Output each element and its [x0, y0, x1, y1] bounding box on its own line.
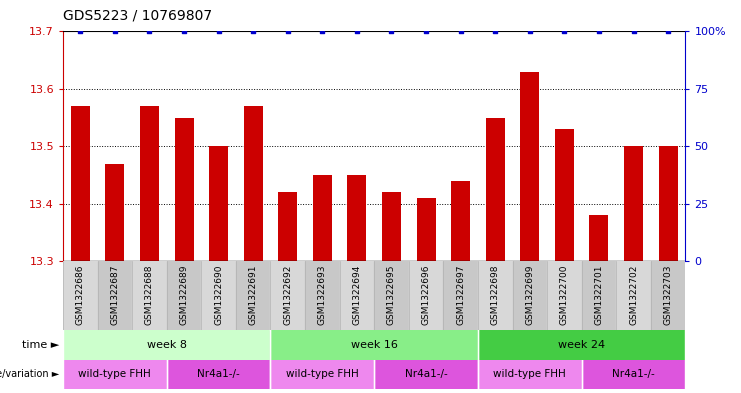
Bar — [202, 261, 236, 330]
Text: GSM1322703: GSM1322703 — [664, 265, 673, 325]
Point — [524, 28, 536, 35]
Text: GSM1322702: GSM1322702 — [629, 265, 638, 325]
Bar — [63, 360, 167, 389]
Bar — [513, 261, 547, 330]
Text: week 24: week 24 — [558, 340, 605, 350]
Bar — [98, 261, 132, 330]
Bar — [174, 118, 193, 261]
Bar — [409, 261, 443, 330]
Text: Nr4a1-/-: Nr4a1-/- — [197, 369, 240, 379]
Bar — [270, 360, 374, 389]
Point — [420, 28, 432, 35]
Text: GSM1322693: GSM1322693 — [318, 265, 327, 325]
Bar — [416, 198, 436, 261]
Bar — [348, 175, 366, 261]
Bar — [590, 215, 608, 261]
Text: GSM1322699: GSM1322699 — [525, 265, 534, 325]
Text: GSM1322697: GSM1322697 — [456, 265, 465, 325]
Text: Nr4a1-/-: Nr4a1-/- — [612, 369, 655, 379]
Bar — [520, 72, 539, 261]
Bar — [236, 261, 270, 330]
Text: GSM1322687: GSM1322687 — [110, 265, 119, 325]
Bar — [617, 261, 651, 330]
Bar — [270, 261, 305, 330]
Point — [559, 28, 571, 35]
Text: wild-type FHH: wild-type FHH — [79, 369, 151, 379]
Text: week 8: week 8 — [147, 340, 187, 350]
Bar — [478, 261, 513, 330]
Point — [455, 28, 467, 35]
Bar — [105, 163, 124, 261]
Bar — [582, 261, 617, 330]
Point — [213, 28, 225, 35]
Bar — [167, 360, 270, 389]
Bar — [547, 261, 582, 330]
Point — [662, 28, 674, 35]
Text: wild-type FHH: wild-type FHH — [286, 369, 359, 379]
Text: GSM1322691: GSM1322691 — [249, 265, 258, 325]
Bar — [279, 193, 297, 261]
Text: GSM1322701: GSM1322701 — [594, 265, 603, 325]
Text: GSM1322690: GSM1322690 — [214, 265, 223, 325]
Point — [628, 28, 639, 35]
Point — [247, 28, 259, 35]
Text: GSM1322694: GSM1322694 — [353, 265, 362, 325]
Point — [74, 28, 86, 35]
Bar — [582, 360, 685, 389]
Bar — [555, 129, 574, 261]
Text: GSM1322688: GSM1322688 — [145, 265, 154, 325]
Text: GDS5223 / 10769807: GDS5223 / 10769807 — [63, 8, 212, 22]
Text: GSM1322692: GSM1322692 — [283, 265, 292, 325]
Bar — [478, 330, 685, 360]
Bar — [624, 147, 643, 261]
Bar — [443, 261, 478, 330]
Bar — [167, 261, 202, 330]
Text: GSM1322698: GSM1322698 — [491, 265, 499, 325]
Bar — [374, 261, 409, 330]
Bar — [374, 360, 478, 389]
Bar — [451, 181, 470, 261]
Text: Nr4a1-/-: Nr4a1-/- — [405, 369, 448, 379]
Text: week 16: week 16 — [350, 340, 398, 350]
Bar — [63, 330, 270, 360]
Text: wild-type FHH: wild-type FHH — [494, 369, 566, 379]
Text: GSM1322689: GSM1322689 — [179, 265, 188, 325]
Point — [282, 28, 293, 35]
Bar — [382, 193, 401, 261]
Point — [489, 28, 501, 35]
Text: GSM1322700: GSM1322700 — [560, 265, 569, 325]
Bar — [305, 261, 339, 330]
Point — [178, 28, 190, 35]
Point — [316, 28, 328, 35]
Text: time ►: time ► — [22, 340, 59, 350]
Bar — [651, 261, 685, 330]
Bar — [313, 175, 332, 261]
Bar — [132, 261, 167, 330]
Bar — [140, 106, 159, 261]
Point — [144, 28, 156, 35]
Bar — [659, 147, 677, 261]
Bar — [71, 106, 90, 261]
Text: genotype/variation ►: genotype/variation ► — [0, 369, 59, 379]
Bar — [478, 360, 582, 389]
Bar — [339, 261, 374, 330]
Bar — [270, 330, 478, 360]
Bar — [244, 106, 262, 261]
Text: GSM1322686: GSM1322686 — [76, 265, 84, 325]
Point — [385, 28, 397, 35]
Point — [351, 28, 363, 35]
Text: GSM1322696: GSM1322696 — [422, 265, 431, 325]
Bar — [486, 118, 505, 261]
Bar — [209, 147, 228, 261]
Point — [593, 28, 605, 35]
Bar — [63, 261, 98, 330]
Point — [109, 28, 121, 35]
Text: GSM1322695: GSM1322695 — [387, 265, 396, 325]
